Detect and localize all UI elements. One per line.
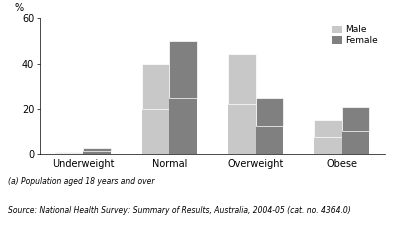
Bar bbox=[56, 152, 83, 153]
Bar bbox=[314, 120, 342, 137]
Bar bbox=[228, 54, 256, 104]
Bar bbox=[342, 107, 369, 131]
Bar bbox=[314, 137, 342, 154]
Bar bbox=[142, 64, 169, 109]
Bar bbox=[256, 126, 283, 154]
Legend: Male, Female: Male, Female bbox=[330, 23, 381, 48]
Bar bbox=[228, 104, 256, 154]
Bar bbox=[256, 98, 283, 126]
Bar bbox=[169, 41, 197, 98]
Bar bbox=[342, 131, 369, 154]
Text: Source: National Health Survey: Summary of Results, Australia, 2004-05 (cat. no.: Source: National Health Survey: Summary … bbox=[8, 206, 351, 215]
Bar bbox=[83, 148, 111, 151]
Text: (a) Population aged 18 years and over: (a) Population aged 18 years and over bbox=[8, 177, 154, 186]
Bar bbox=[83, 151, 111, 154]
Y-axis label: %: % bbox=[14, 3, 23, 13]
Bar bbox=[142, 109, 169, 154]
Bar bbox=[56, 153, 83, 154]
Bar bbox=[169, 98, 197, 154]
